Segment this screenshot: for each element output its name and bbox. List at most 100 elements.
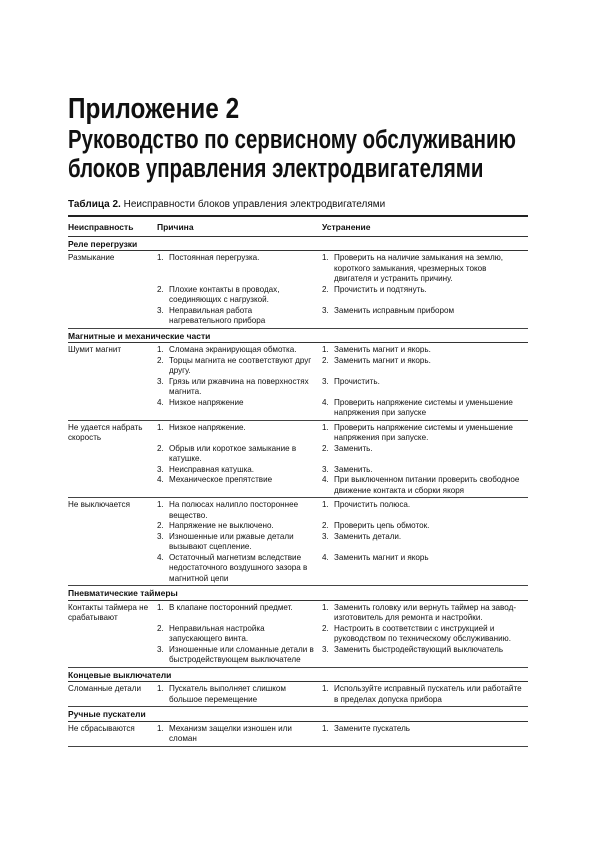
item-number: 1. — [322, 253, 329, 262]
cause-text: Неправильная настройка запускающего винт… — [169, 623, 265, 644]
fix-cell: 1. Замените пускатель — [322, 724, 528, 745]
fault-cell: Размыкание — [68, 253, 115, 262]
fault-cell — [68, 465, 157, 476]
cause-cell: 3. Изношенные или сломанные детали в быст… — [157, 645, 322, 666]
table-row-item: Не удается набрать скорость 1. Низкое напр… — [68, 423, 528, 444]
fix-cell: 1. Проверить на наличие замыкания на земл… — [322, 253, 528, 285]
page-heading: Приложение 2 Руководство по сервисному о… — [68, 92, 600, 184]
fault-cell — [68, 444, 157, 465]
fix-text: Используйте исправный пускатель или рабо… — [334, 684, 522, 704]
fault-cell — [68, 532, 157, 553]
fix-cell: 2. Проверить цепь обмоток. — [322, 521, 528, 532]
fix-text: Замените пускатель — [334, 723, 411, 733]
table-row-item: 3. Неисправная катушка. 3. Заменить. — [68, 465, 528, 476]
item-number: 3. — [157, 376, 164, 386]
appendix-subtitle-line2: блоков управления электродвигателями — [68, 155, 484, 183]
item-number: 4. — [322, 552, 329, 562]
fix-cell: 4. Заменить магнит и якорь — [322, 553, 528, 585]
fix-cell: 2. Прочистить и подтянуть. — [322, 285, 528, 306]
fault-cell — [68, 645, 157, 666]
table-row-item: 2. Неправильная настройка запускающего ви… — [68, 624, 528, 645]
item-number: 2. — [322, 521, 329, 530]
table-row-item: 4. Низкое напряжение 4. Проверить напряжени… — [68, 398, 528, 419]
fix-cell: 2. Заменить. — [322, 444, 528, 465]
fix-text: Заменить магнит и якорь. — [334, 345, 431, 354]
faults-table: Неисправность Причина Устранение Реле пе… — [68, 215, 528, 747]
cause-text: Грязь или ржавчина на поверхностях магни… — [169, 376, 309, 397]
fault-cell: Шумит магнит — [68, 345, 122, 354]
fix-cell: 3. Заменить быстродействующий выключатель — [322, 645, 528, 666]
cause-cell: 4. Механическое препятствие — [157, 475, 322, 496]
item-number: 3. — [157, 531, 164, 541]
fix-cell: 3. Прочистить. — [322, 377, 528, 398]
item-number: 1. — [157, 253, 164, 262]
fix-text: Проверить напряжение системы и уменьшени… — [334, 397, 513, 418]
table-row-item: 2. Торцы магнита не соответствуют друг др… — [68, 356, 528, 377]
table-row-item: 3. Грязь или ржавчина на поверхностях маг… — [68, 377, 528, 398]
fix-text: Прочистить и подтянуть. — [334, 284, 427, 294]
item-number: 2. — [157, 623, 164, 633]
table-row-item: 4. Механическое препятствие 4. При выключен… — [68, 475, 528, 496]
fix-text: Заменить магнит и якорь — [334, 552, 429, 562]
cause-cell: 3. Изношенные или ржавые детали вызывают … — [157, 532, 322, 553]
cause-text: Напряжение не выключено. — [169, 521, 274, 530]
table-row-item: 2. Напряжение не выключено. 2. Проверить це… — [68, 521, 528, 532]
fault-cell — [68, 553, 157, 585]
item-number: 4. — [322, 475, 329, 484]
cause-text: Остаточный магнетизм вследствие недостат… — [169, 552, 308, 583]
fault-cell — [68, 306, 157, 327]
fault-cell — [68, 624, 157, 645]
item-number: 3. — [157, 305, 164, 315]
item-number: 2. — [322, 355, 329, 365]
table-row-item: Не сбрасываются 1. Механизм защелки изноше… — [68, 724, 528, 745]
fault-cell: Контакты таймера не срабатывают — [68, 602, 149, 623]
item-number: 2. — [322, 443, 329, 453]
item-number: 3. — [322, 531, 329, 541]
table-row: Размыкание 1. Постоянная перегрузка. 1. Пров… — [68, 251, 528, 329]
item-number: 3. — [322, 644, 329, 654]
cause-cell: 4. Остаточный магнетизм вследствие недост… — [157, 553, 322, 585]
fix-text: Проверить цепь обмоток. — [334, 521, 430, 530]
table-caption-label: Таблица 2. — [68, 199, 121, 210]
cause-text: В клапане посторонний предмет. — [169, 602, 293, 612]
fix-cell: 1. Прочистить полюса. — [322, 500, 528, 521]
fix-text: Заменить головку или вернуть таймер на з… — [334, 602, 517, 623]
cause-cell: 4. Низкое напряжение — [157, 398, 322, 419]
cause-cell: 1. На полюсах налипло постороннее веществ… — [157, 500, 322, 521]
table-caption-text: Неисправности блоков управления электрод… — [123, 199, 386, 210]
fix-cell: 1. Используйте исправный пускатель или ра… — [322, 684, 528, 705]
table-row-item: 3. Неправильная работа нагревательного пр… — [68, 306, 528, 327]
table-caption: Таблица 2. Неисправности блоков управлен… — [68, 199, 385, 210]
fault-cell — [68, 521, 157, 532]
table-row: Не удается набрать скорость 1. Низкое напр… — [68, 421, 528, 498]
item-number: 2. — [157, 521, 164, 530]
fix-text: Прочистить полюса. — [334, 500, 411, 509]
item-number: 1. — [157, 723, 164, 733]
fix-text: Проверить напряжение системы и уменьшени… — [334, 422, 513, 443]
fix-text: Настроить в соответствии с инструкцией и… — [334, 623, 511, 644]
cause-text: Пускатель выполняет слишком большое пере… — [169, 684, 286, 704]
table-row-item: 2. Плохие контакты в проводах, соединяющи… — [68, 285, 528, 306]
item-number: 4. — [157, 397, 164, 407]
fix-cell: 1. Заменить магнит и якорь. — [322, 345, 528, 356]
cause-cell: 1. Механизм защелки изношен или сломан — [157, 724, 322, 745]
fix-text: Заменить магнит и якорь. — [334, 355, 431, 365]
header-fault: Неисправность — [68, 222, 134, 232]
fix-text: Заменить быстродействующий выключатель — [334, 644, 504, 654]
item-number: 1. — [322, 422, 329, 432]
cause-text: Плохие контакты в проводах, соединяющих … — [169, 284, 280, 305]
item-number: 2. — [322, 284, 329, 294]
table-row: Шумит магнит 1. Сломана экранирующая обмот… — [68, 343, 528, 421]
cause-cell: 3. Неисправная катушка. — [157, 465, 322, 476]
fault-cell — [68, 377, 157, 398]
cause-cell: 2. Торцы магнита не соответствуют друг др… — [157, 356, 322, 377]
fix-cell: 2. Заменить магнит и якорь. — [322, 356, 528, 377]
cause-text: Низкое напряжение. — [169, 422, 246, 432]
table-header: Неисправность Причина Устранение — [68, 217, 528, 237]
cause-cell: 1. Пускатель выполняет слишком большое пе… — [157, 684, 322, 705]
cause-text: Неправильная работа нагревательного приб… — [169, 305, 266, 326]
cause-text: Сломана экранирующая обмотка. — [169, 345, 297, 354]
table-row-item: 2. Обрыв или короткое замыкание в катушке… — [68, 444, 528, 465]
cause-cell: 2. Обрыв или короткое замыкание в катушке… — [157, 444, 322, 465]
item-number: 2. — [157, 355, 164, 365]
